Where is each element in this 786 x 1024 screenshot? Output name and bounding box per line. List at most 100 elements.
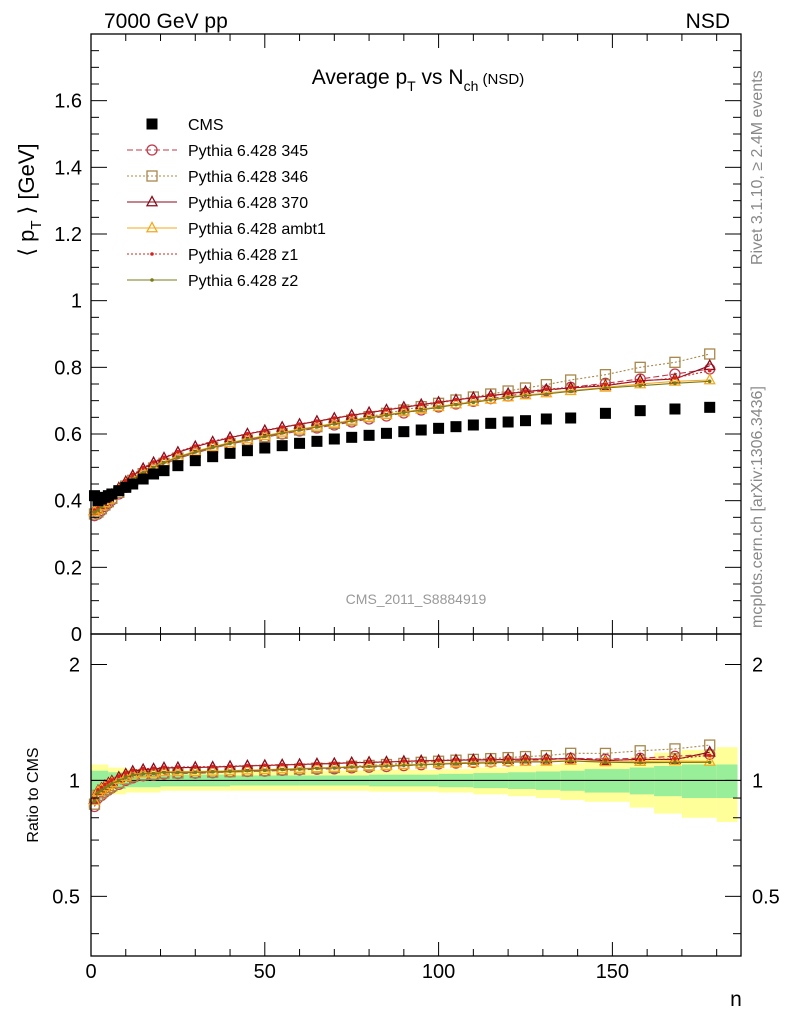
series-4-line	[94, 379, 710, 512]
series-4-ratio-point	[345, 759, 358, 771]
series-5-ratio-point	[315, 761, 319, 766]
series-6-point	[454, 402, 458, 407]
series-4-point	[345, 413, 358, 425]
series-6-point	[96, 508, 100, 512]
main-y-tick-label: 0	[71, 624, 82, 646]
series-4-point	[362, 410, 376, 422]
legend-marker-0	[146, 118, 158, 130]
series-5-point	[280, 425, 284, 429]
series-6-point	[228, 441, 232, 446]
series-6-ratio-point	[245, 768, 250, 773]
series-5-ratio-point	[436, 758, 441, 763]
series-0-point	[502, 416, 514, 428]
legend-label-3: Pythia 6.428 370	[188, 195, 308, 212]
series-6-point	[523, 393, 528, 398]
series-5-ratio-point	[349, 760, 354, 765]
series-6-point	[707, 379, 712, 384]
series-4-point	[293, 422, 306, 434]
series-6-point	[245, 437, 250, 442]
series-6-ratio-point	[103, 786, 107, 790]
series-5-point	[151, 460, 156, 464]
main-title: Average pT vs Nch (NSD)	[312, 66, 524, 94]
series-4-ratio-point	[484, 755, 497, 767]
series-6-ratio-point	[471, 761, 476, 765]
series-4-ratio-point	[328, 760, 341, 772]
main-ylabel: ⟨ pT ⟩ [GeV]	[14, 143, 45, 256]
series-4-ratio-point	[634, 754, 647, 766]
series-0-point	[599, 407, 611, 419]
series-5-point	[523, 389, 528, 394]
series-4-ratio-point	[432, 756, 445, 769]
main-panel: 0 0.2 0.4 0.6 0.8 1 1.2 1.4 1.6	[54, 33, 742, 646]
series-6-ratio-point	[151, 771, 156, 776]
series-6-point	[332, 422, 337, 426]
legend-label-4: Pythia 6.428 ambt1	[188, 221, 326, 238]
series-6-ratio-point	[603, 760, 608, 765]
series-2-point	[669, 356, 681, 368]
series-5-line	[94, 370, 710, 511]
series-6-ratio-point	[544, 760, 549, 764]
series-6-point	[544, 392, 549, 396]
series-4-point	[634, 377, 647, 389]
series-6-ratio-point	[280, 767, 284, 772]
series-6-ratio-point	[117, 778, 121, 783]
series-6-point	[419, 408, 424, 412]
main-y-tick-label: 0.6	[54, 424, 82, 446]
mcplots-info: mcplots.cern.ch [arXiv:1306.3436]	[749, 386, 766, 628]
ratio-y-tick-label: 2	[69, 654, 80, 676]
series-5-point	[402, 405, 406, 409]
series-6-point	[315, 425, 319, 429]
series-6-point	[488, 398, 493, 402]
series-5-point	[141, 465, 145, 470]
series-4-ratio-point	[380, 758, 393, 770]
series-6-point	[367, 416, 371, 420]
main-y-tick-label: 0.8	[54, 357, 82, 379]
series-2-ratio-point	[704, 739, 716, 751]
series-5-ratio-point	[367, 760, 371, 764]
series-4-point	[599, 380, 612, 392]
series-0-point	[450, 421, 462, 433]
series-5-ratio-point	[151, 766, 156, 771]
series-6-point	[151, 465, 156, 470]
series-4-ratio-point	[88, 793, 101, 805]
series-6-point	[638, 383, 642, 388]
series-4-ratio-point	[415, 757, 428, 769]
series-5-point	[162, 455, 166, 460]
series-4-ratio-point	[258, 762, 271, 775]
series-0-point	[158, 465, 170, 477]
series-5-ratio-point	[488, 757, 493, 762]
series-6-ratio-point	[92, 799, 97, 804]
series-2-point	[704, 348, 716, 360]
series-0-point	[634, 405, 646, 417]
series-6-ratio-point	[141, 771, 145, 776]
series-0-point	[148, 468, 160, 480]
series-6-point	[176, 455, 180, 460]
series-6-ratio-point	[193, 770, 198, 775]
series-6-ratio-point	[297, 767, 302, 771]
series-4-ratio-point	[157, 764, 171, 777]
legend-marker-1	[146, 144, 158, 156]
series-4-point	[467, 394, 480, 407]
series-4-point	[206, 439, 219, 452]
series-5-ratio-point	[638, 757, 642, 762]
main-y-tick-label: 0.2	[54, 557, 82, 579]
series-4-point	[276, 425, 289, 437]
series-5-ratio-point	[99, 785, 104, 790]
series-6-ratio-point	[162, 770, 166, 775]
series-4-point	[564, 383, 577, 396]
series-5-ratio-point	[130, 768, 135, 773]
series-4-ratio-point	[540, 754, 553, 766]
series-4-ratio-point	[126, 767, 139, 779]
series-5-ratio-point	[210, 764, 215, 769]
series-4-ratio-point	[467, 755, 480, 768]
series-5-ratio-point	[262, 763, 267, 768]
x-axis-label: n	[730, 988, 742, 1011]
series-0-point	[704, 401, 716, 413]
analysis-watermark: CMS_2011_S8884919	[346, 591, 487, 607]
series-4-point	[703, 373, 716, 385]
series-6-ratio-point	[99, 788, 104, 792]
series-5-ratio-point	[568, 756, 573, 761]
series-5-ratio-point	[280, 762, 284, 767]
series-4-point	[502, 390, 515, 402]
